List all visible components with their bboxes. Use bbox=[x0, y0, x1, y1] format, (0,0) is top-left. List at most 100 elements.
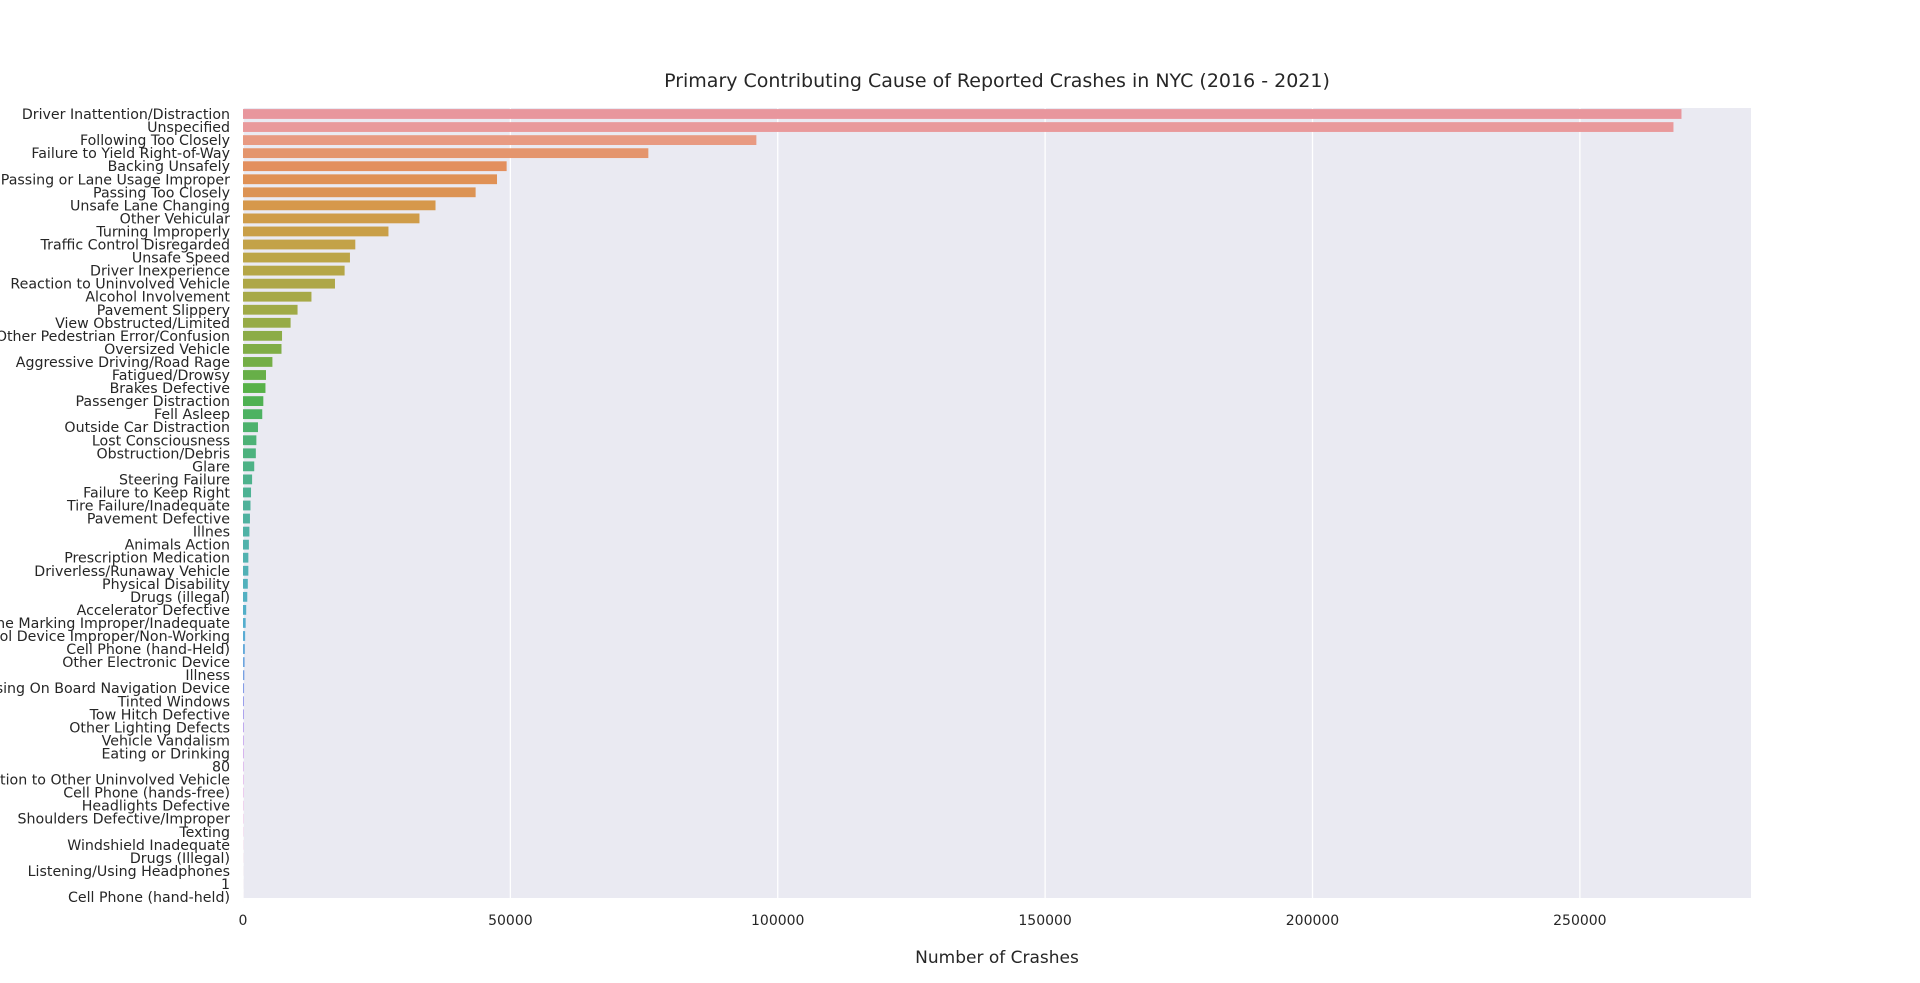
category-label: Turning Improperly bbox=[95, 224, 230, 240]
category-label: Shoulders Defective/Improper bbox=[18, 812, 231, 828]
x-tick-label: 250000 bbox=[1553, 913, 1606, 929]
category-label: Using On Board Navigation Device bbox=[0, 681, 230, 697]
bar bbox=[243, 252, 350, 263]
category-label: View Obstructed/Limited bbox=[55, 316, 230, 332]
bar bbox=[243, 317, 291, 328]
bar bbox=[243, 657, 245, 667]
x-tick-label: 0 bbox=[239, 913, 248, 929]
category-label: Prescription Medication bbox=[64, 551, 230, 567]
category-label: Animals Action bbox=[125, 538, 230, 554]
category-label: Cell Phone (hand-held) bbox=[68, 890, 230, 906]
bar bbox=[243, 435, 257, 446]
bar bbox=[243, 226, 389, 237]
category-label: Following Too Closely bbox=[80, 133, 230, 149]
bar bbox=[243, 239, 356, 250]
category-label: Backing Unsafely bbox=[108, 159, 230, 175]
category-label: Other Lighting Defects bbox=[69, 720, 230, 736]
bar bbox=[243, 513, 250, 524]
category-label: Other Pedestrian Error/Confusion bbox=[0, 329, 230, 345]
bar bbox=[243, 552, 249, 563]
bar bbox=[243, 539, 249, 550]
chart-title: Primary Contributing Cause of Reported C… bbox=[664, 70, 1330, 92]
category-label: Passenger Distraction bbox=[75, 394, 230, 410]
bar bbox=[243, 187, 476, 198]
category-label: Alcohol Involvement bbox=[85, 290, 230, 306]
category-label: 80 bbox=[212, 760, 230, 776]
category-label: Outside Car Distraction bbox=[64, 420, 230, 436]
x-tick-label: 200000 bbox=[1286, 913, 1339, 929]
category-label: Oversized Vehicle bbox=[104, 342, 230, 358]
bar bbox=[243, 683, 245, 694]
category-label: Passing Too Closely bbox=[93, 185, 230, 201]
bar bbox=[243, 578, 248, 589]
category-label: Passing or Lane Usage Improper bbox=[1, 172, 230, 188]
category-label: Cell Phone (hands-free) bbox=[63, 786, 230, 802]
bar bbox=[243, 709, 244, 720]
category-label: Unsafe Speed bbox=[132, 251, 230, 267]
bar bbox=[243, 396, 264, 406]
category-label: Lost Consciousness bbox=[92, 433, 230, 449]
x-tick-label: 50000 bbox=[488, 913, 533, 929]
category-label: Other Vehicular bbox=[120, 211, 230, 227]
bar bbox=[243, 409, 263, 420]
category-label: Accelerator Defective bbox=[77, 603, 230, 619]
category-label: Drugs (Illegal) bbox=[130, 851, 230, 867]
category-label: Failure to Keep Right bbox=[83, 485, 230, 501]
bar bbox=[243, 565, 249, 576]
category-label: Glare bbox=[192, 459, 230, 475]
bar bbox=[243, 487, 252, 498]
bar bbox=[243, 735, 244, 746]
bar bbox=[243, 109, 1682, 119]
category-label: Lane Marking Improper/Inadequate bbox=[0, 616, 230, 632]
category-label: Traffic Control Disregarded bbox=[40, 238, 230, 254]
bar bbox=[243, 631, 246, 641]
category-label: 1 bbox=[221, 877, 230, 893]
category-label: Unsafe Lane Changing bbox=[70, 198, 230, 214]
bar bbox=[243, 304, 298, 315]
category-label: Driver Inexperience bbox=[90, 264, 230, 280]
bar bbox=[243, 644, 245, 654]
category-label: Unspecified bbox=[147, 120, 230, 136]
bar bbox=[243, 344, 282, 354]
category-label: Eating or Drinking bbox=[101, 746, 230, 762]
bar bbox=[243, 200, 436, 211]
category-label: Illness bbox=[185, 668, 230, 684]
category-label: Physical Disability bbox=[102, 577, 230, 593]
bar bbox=[243, 291, 312, 302]
bar bbox=[243, 448, 256, 459]
bar bbox=[243, 526, 250, 537]
category-label: Windshield Inadequate bbox=[67, 838, 230, 854]
plot-area bbox=[243, 108, 1751, 898]
category-label: Tire Failure/Inadequate bbox=[66, 499, 230, 515]
x-tick-label: 100000 bbox=[751, 913, 804, 929]
category-label: Obstruction/Debris bbox=[96, 446, 230, 462]
category-label: Failure to Yield Right-of-Way bbox=[31, 146, 230, 162]
x-tick-label: 150000 bbox=[1018, 913, 1071, 929]
x-tick-labels: 0 50000 100000 150000 200000 250000 bbox=[239, 913, 1607, 929]
bar bbox=[243, 591, 248, 602]
category-label: Tow Hitch Defective bbox=[89, 707, 230, 723]
bar bbox=[243, 265, 345, 276]
bar bbox=[243, 722, 244, 733]
bar bbox=[243, 278, 335, 289]
category-label: Pavement Slippery bbox=[97, 303, 230, 319]
category-label: Texting bbox=[178, 825, 230, 841]
bar bbox=[243, 174, 498, 185]
bar bbox=[243, 618, 246, 628]
bar bbox=[243, 422, 258, 433]
bar bbox=[243, 148, 649, 159]
bar bbox=[243, 383, 266, 393]
bar bbox=[243, 161, 507, 172]
category-label: Listening/Using Headphones bbox=[28, 864, 230, 880]
bar bbox=[243, 213, 420, 224]
category-label: Steering Failure bbox=[119, 472, 230, 488]
bar bbox=[243, 330, 283, 341]
category-label: Reaction to Other Uninvolved Vehicle bbox=[0, 773, 230, 789]
category-label: Headlights Defective bbox=[82, 799, 230, 815]
category-label: Reaction to Uninvolved Vehicle bbox=[10, 277, 230, 293]
category-label: Driver Inattention/Distraction bbox=[22, 107, 230, 123]
category-label: Pavement Defective bbox=[87, 512, 230, 528]
bar bbox=[243, 696, 244, 707]
bar bbox=[243, 357, 273, 367]
